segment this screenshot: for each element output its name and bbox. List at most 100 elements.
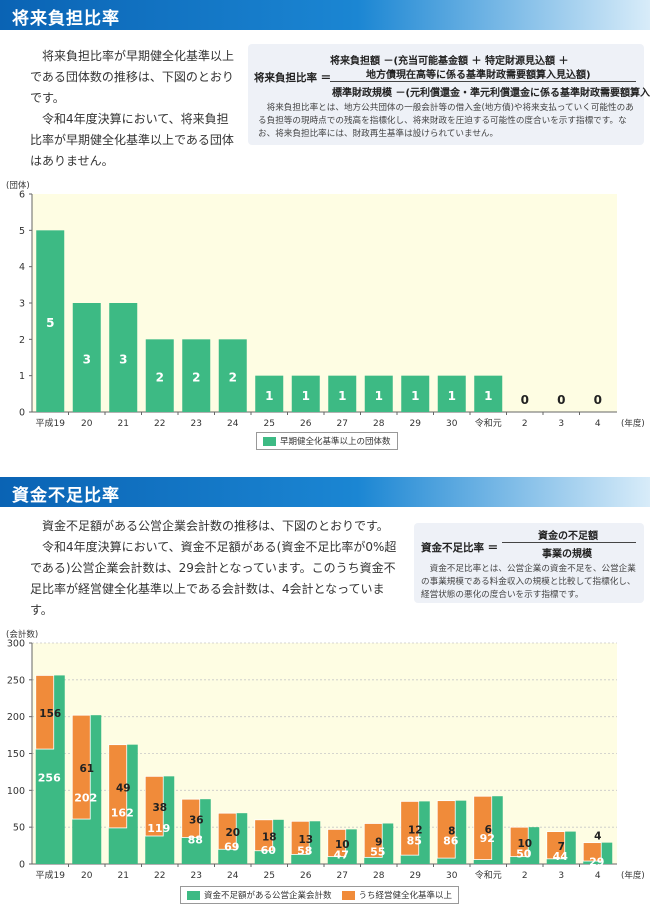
bar-orange-overlay <box>108 744 128 829</box>
legend-swatch-orange <box>341 890 355 900</box>
bar-orange-overlay <box>509 826 529 858</box>
bar-green <box>474 375 503 412</box>
x-tick-label: 2 <box>522 419 528 429</box>
x-tick-label: 令和元 <box>475 869 502 881</box>
data-label: 0 <box>521 393 529 407</box>
x-tick-label: 3 <box>558 419 564 429</box>
section1-legend: 早期健全化基準以上の団体数 <box>256 432 398 450</box>
bar-orange-overlay <box>35 675 55 750</box>
data-label-orange: 8 <box>448 825 455 837</box>
bar-orange-overlay <box>546 831 566 860</box>
data-label-green: 58 <box>297 845 312 858</box>
data-label-orange: 20 <box>225 827 240 839</box>
data-label: 5 <box>46 316 54 330</box>
bar-green <box>401 375 430 412</box>
bar-green <box>291 375 320 412</box>
x-tick-label: 20 <box>81 871 93 881</box>
data-label-green: 69 <box>224 841 239 854</box>
y-tick-label: 6 <box>19 190 25 201</box>
x-tick-label: 22 <box>154 871 165 881</box>
x-tick-label: 25 <box>264 419 275 429</box>
bar-orange-overlay <box>217 812 237 850</box>
section1-fraction-line <box>330 81 636 82</box>
data-label: 1 <box>338 389 346 403</box>
x-tick-label: 3 <box>558 871 564 881</box>
x-unit-label: (年度) <box>621 418 645 429</box>
bar-orange-overlay <box>363 823 383 858</box>
data-label-orange: 18 <box>262 831 277 843</box>
section1-formula-numerator-2: 地方債現在高等に係る基準財政需要額算入見込額) <box>366 70 591 81</box>
y-tick-label: 4 <box>19 262 25 273</box>
x-tick-label: 28 <box>373 871 385 881</box>
x-tick-label: 令和元 <box>475 417 502 429</box>
section1-intro-p1: 将来負担比率が早期健全化基準以上である団体数の推移は、下図のとおりです。 <box>30 49 235 105</box>
section2-formula-box: 資金不足比率 ＝ 資金の不足額 事業の規模 資金不足比率とは、公営企業の資金不足… <box>414 523 644 603</box>
section1-formula-box: 将来負担比率 ＝ 将来負担額 －(充当可能基金額 ＋ 特定財源見込額 ＋ 地方債… <box>248 44 650 145</box>
bar-orange-overlay <box>473 795 493 860</box>
y-tick-label: 0 <box>19 408 25 419</box>
bar-green <box>218 339 247 412</box>
x-tick-label: 29 <box>410 419 422 429</box>
bar-green <box>182 339 211 412</box>
section2-intro: 資金不足額がある公営企業会計数の推移は、下図のとおりです。 令和4年度決算におい… <box>30 516 402 621</box>
y-tick-label: 2 <box>19 335 25 346</box>
bar-orange-overlay <box>436 800 456 859</box>
x-tick-label: 27 <box>337 871 348 881</box>
y-tick-label: 1 <box>19 371 25 382</box>
data-label-green: 202 <box>74 792 97 805</box>
section2-formula-denominator: 事業の規模 <box>542 549 592 560</box>
bar-green <box>364 375 393 412</box>
data-label-orange: 12 <box>408 824 423 836</box>
legend-swatch-green <box>187 890 200 900</box>
data-label: 2 <box>192 371 200 385</box>
x-tick-label: 28 <box>373 419 385 429</box>
section1-formula-numerator-1: 将来負担額 －(充当可能基金額 ＋ 特定財源見込額 ＋ <box>330 56 569 67</box>
data-label-green: 47 <box>334 849 349 862</box>
data-label: 2 <box>156 371 164 385</box>
y-tick-label: 100 <box>7 786 25 797</box>
section1-header-band: 将来負担比率 <box>0 0 650 30</box>
data-label-orange: 10 <box>335 839 350 851</box>
bar-orange-overlay <box>400 800 420 856</box>
bar-green <box>437 375 466 412</box>
data-label: 2 <box>229 371 237 385</box>
y-unit-label: (団体) <box>6 180 30 191</box>
data-label-orange: 6 <box>485 824 492 836</box>
data-label-orange: 61 <box>79 763 94 775</box>
x-tick-label: 29 <box>410 871 422 881</box>
section2-legend-orange-label: うち経営健全化基準以上 <box>358 891 453 901</box>
section1-formula-note: 将来負担比率とは、地方公共団体の一般会計等の借入金(地方債)や将来支払っていく可… <box>258 103 634 139</box>
legend-swatch-green <box>263 436 276 446</box>
data-label-orange: 38 <box>152 802 167 814</box>
x-tick-label: 30 <box>446 871 458 881</box>
data-label-orange: 4 <box>594 831 601 843</box>
section2-legend-green-label: 資金不足額がある公営企業会計数 <box>204 891 332 901</box>
section2-title: 資金不足比率 <box>12 486 120 506</box>
bar-orange-overlay <box>71 714 91 820</box>
bar-orange-overlay <box>290 820 310 855</box>
data-label-green: 86 <box>443 834 459 847</box>
bar-orange-overlay <box>327 828 347 858</box>
x-tick-label: 23 <box>191 419 202 429</box>
x-tick-label: 27 <box>337 419 348 429</box>
section2-formula-numerator: 資金の不足額 <box>538 531 598 542</box>
y-tick-label: 3 <box>19 299 25 310</box>
data-label-orange: 49 <box>116 782 131 794</box>
bar-green <box>36 230 65 412</box>
x-tick-label: 30 <box>446 419 458 429</box>
x-tick-label: 25 <box>264 871 275 881</box>
data-label-green: 85 <box>407 835 422 848</box>
x-tick-label: 平成19 <box>36 869 66 881</box>
section2-header-band: 資金不足比率 <box>0 477 650 507</box>
section2-formula-note: 資金不足比率とは、公営企業の資金不足を、公営企業の事業規模である料金収入の規模と… <box>421 564 636 600</box>
data-label: 1 <box>484 389 492 403</box>
data-label-orange: 36 <box>189 814 204 826</box>
y-unit-label: (会計数) <box>6 629 38 640</box>
data-label-orange: 10 <box>517 838 532 850</box>
x-tick-label: 24 <box>227 871 239 881</box>
section2-intro-p2: 令和4年度決算において、資金不足額がある(資金不足比率が0%超である)公営企業会… <box>30 540 397 617</box>
data-label-green: 29 <box>589 855 604 868</box>
section1-formula-label: 将来負担比率 ＝ <box>254 72 332 84</box>
y-tick-label: 5 <box>19 226 25 237</box>
